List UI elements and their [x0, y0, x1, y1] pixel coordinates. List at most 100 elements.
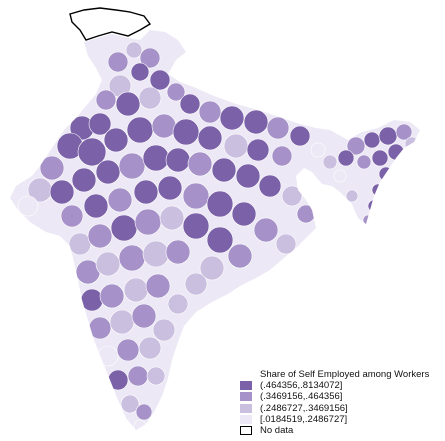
district-patch [118, 152, 146, 180]
district-patch [39, 155, 65, 181]
district-patch [362, 214, 374, 226]
district-patch [95, 89, 117, 111]
legend-item: [.0184519,.2486727] [240, 414, 440, 425]
district-patch [172, 118, 200, 146]
district-patch [142, 240, 170, 268]
district-patch [87, 223, 113, 249]
district-patch [60, 204, 84, 228]
legend-label: (.464356,.8134072] [260, 380, 343, 392]
district-patch [127, 365, 149, 387]
map-legend: Share of Self Employed among Workers (.4… [240, 369, 440, 436]
district-patch [116, 338, 140, 362]
legend-swatch [240, 381, 252, 391]
district-patch [184, 272, 208, 296]
district-patch [133, 419, 147, 430]
legend-label: No data [260, 424, 294, 436]
legend-swatch [240, 414, 252, 424]
legend-item: (.2486727,.3469156] [240, 403, 440, 414]
district-patch [123, 277, 149, 303]
district-patch [346, 136, 366, 156]
district-patch [378, 126, 398, 146]
district-patch [363, 131, 381, 149]
district-patch [206, 226, 234, 254]
district-patch [337, 149, 355, 167]
district-patch [167, 293, 189, 315]
district-patch [243, 109, 269, 135]
district-patch [83, 193, 109, 219]
district-patch [166, 82, 186, 102]
district-patch [253, 217, 279, 243]
district-patch [219, 105, 245, 131]
district-patch [246, 138, 270, 162]
district-patch [404, 136, 420, 152]
legend-label: [.0184519,.2486727] [260, 413, 348, 425]
district-patch [115, 91, 141, 117]
district-patch [133, 179, 159, 205]
district-patch [131, 303, 157, 329]
district-patch [109, 309, 135, 335]
district-patch [211, 157, 237, 183]
legend-swatch [240, 403, 252, 413]
district-patch [310, 142, 326, 158]
district-patch [296, 204, 316, 224]
district-patch [281, 185, 303, 207]
district-patch [371, 149, 389, 167]
district-patch [345, 189, 359, 203]
district-patch [149, 69, 171, 91]
district-patch [107, 369, 129, 391]
district-patch [125, 41, 143, 59]
district-patch [289, 125, 311, 147]
district-patch [395, 123, 413, 141]
district-patch [95, 159, 121, 185]
legend-label: (.3469156,.464356] [260, 391, 343, 403]
legend-title: Share of Self Employed among Workers [260, 369, 430, 380]
district-patch [223, 133, 249, 159]
district-patch [145, 273, 171, 299]
district-patch [179, 93, 201, 115]
legend-swatch-no-data [240, 426, 252, 436]
district-patch [322, 154, 338, 170]
district-patch [120, 394, 140, 414]
legend-item: No data [240, 425, 440, 436]
district-patch [187, 151, 213, 177]
district-patch [88, 316, 112, 340]
district-patch [235, 163, 261, 189]
district-patch [387, 143, 405, 161]
district-patch [138, 336, 162, 360]
district-patch [152, 318, 176, 342]
district-patch [266, 116, 290, 140]
district-patch [378, 166, 394, 182]
district-patch [146, 366, 166, 386]
district-patch [49, 179, 75, 205]
district-patch [107, 187, 133, 213]
district-patch [371, 183, 385, 197]
district-patch [80, 288, 104, 312]
district-patch [99, 283, 125, 309]
district-patch [88, 112, 112, 136]
legend-swatch [240, 392, 252, 402]
district-patch [333, 169, 347, 183]
district-patch [197, 125, 223, 151]
district-patch [227, 243, 253, 269]
district-patch [97, 345, 119, 367]
district-patch [110, 214, 138, 242]
district-patch [258, 174, 282, 198]
district-patch [206, 190, 234, 218]
district-patch [231, 201, 257, 227]
district-patch [356, 154, 372, 170]
district-patch [71, 167, 97, 193]
district-patch [182, 212, 210, 240]
district-patch [118, 244, 146, 272]
no-data-region [69, 7, 152, 41]
district-patch [139, 47, 161, 69]
legend-label: (.2486727,.3469156] [260, 402, 348, 414]
district-patch [130, 62, 150, 82]
district-patch [199, 255, 225, 281]
district-patch [95, 251, 121, 277]
district-patch [159, 205, 185, 231]
district-patch [17, 195, 39, 217]
district-patch [275, 233, 297, 255]
district-patch [165, 147, 191, 173]
district-patch [157, 175, 183, 201]
